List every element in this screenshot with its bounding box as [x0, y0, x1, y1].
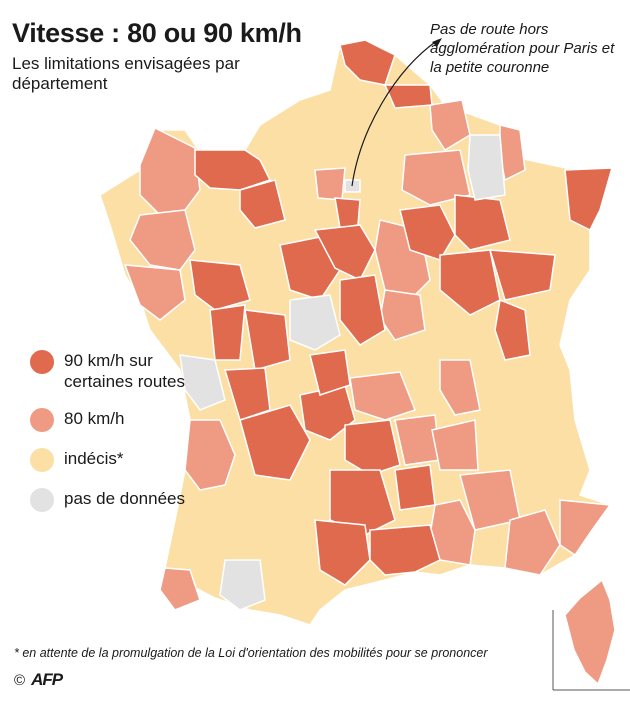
legend-item-undecided: indécis* — [30, 448, 210, 472]
departments-80 — [123, 99, 612, 611]
legend-swatch-undecided — [30, 448, 54, 472]
departments-90 — [189, 39, 614, 586]
paris-annotation: Pas de route hors agglomération pour Par… — [430, 21, 615, 76]
credit: © AFP — [14, 670, 63, 690]
legend-item-nodata: pas de données — [30, 488, 210, 512]
corsica — [564, 578, 616, 686]
legend-label-90: 90 km/h sur certaines routes — [64, 351, 185, 391]
legend-label-nodata: pas de données — [64, 489, 185, 508]
map-subtitle: Les limitations envisagées par départeme… — [12, 54, 240, 93]
legend-label-80: 80 km/h — [64, 409, 125, 428]
corsica-inset-frame — [552, 610, 630, 691]
legend-item-90: 90 km/h sur certaines routes — [30, 350, 210, 392]
annotation-pointer-line — [351, 39, 439, 187]
footnote: * en attente de la promulgation de la Lo… — [14, 646, 488, 660]
legend-swatch-90 — [30, 350, 54, 374]
legend-label-undecided: indécis* — [64, 449, 124, 468]
map-title: Vitesse : 80 ou 90 km/h — [12, 18, 302, 48]
legend-item-80: 80 km/h — [30, 408, 210, 432]
annotation-pointer-arrow — [432, 38, 442, 47]
copyright-symbol: © — [14, 671, 26, 689]
legend: 90 km/h sur certaines routes 80 km/h ind… — [30, 350, 210, 528]
legend-swatch-nodata — [30, 488, 54, 512]
departments-nodata — [179, 134, 506, 611]
legend-swatch-80 — [30, 408, 54, 432]
afp-logo-icon: AFP — [31, 670, 63, 689]
